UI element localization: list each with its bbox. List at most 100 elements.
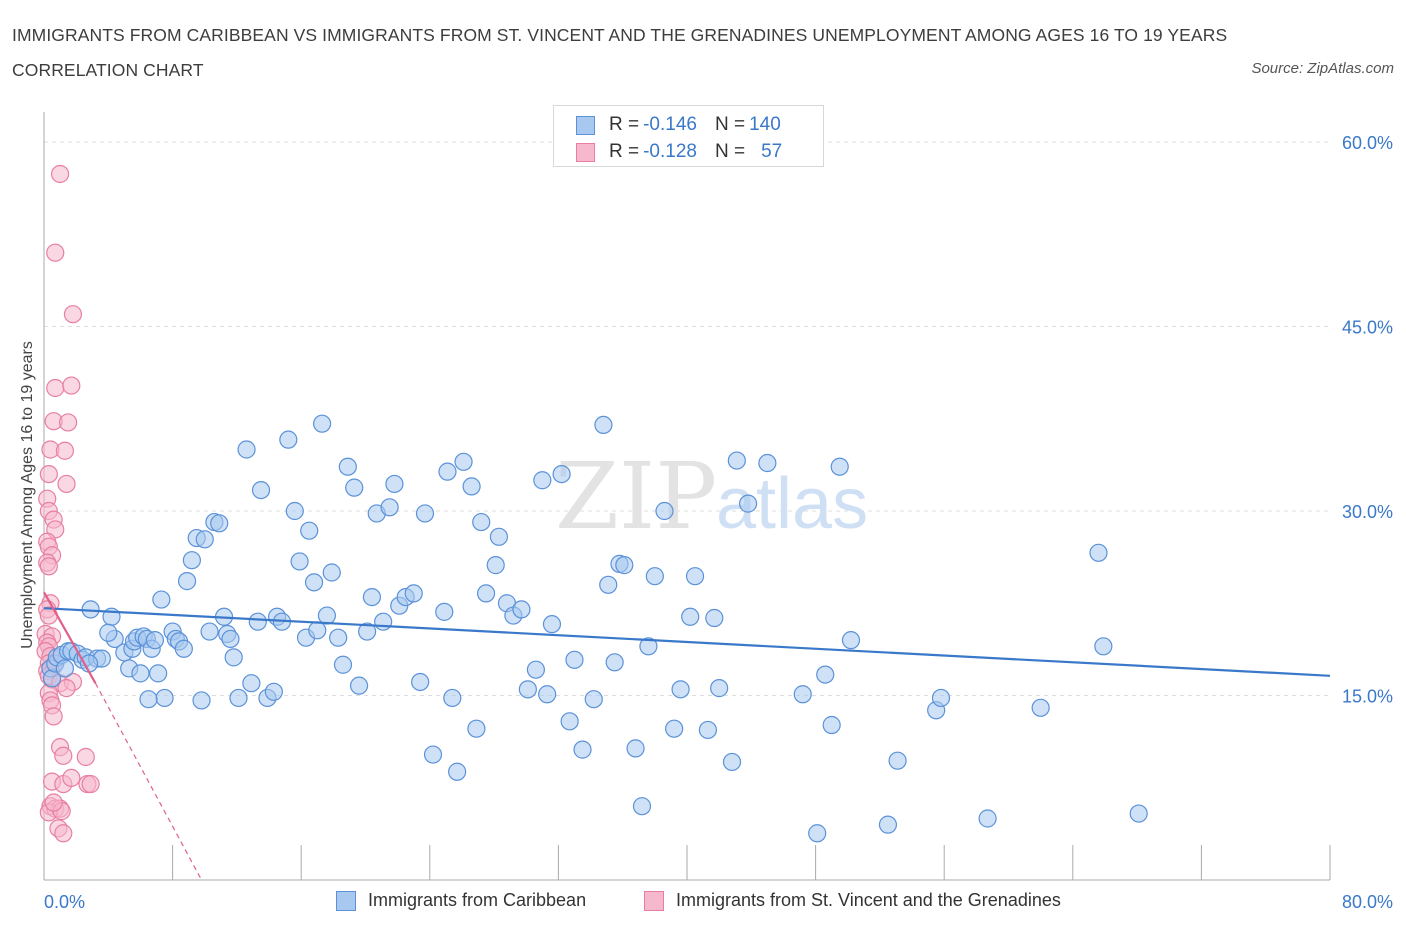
data-point-caribbean: [565, 650, 584, 669]
data-point-st-vincent: [62, 768, 81, 788]
data-point-st-vincent: [63, 305, 83, 324]
data-point-caribbean: [145, 631, 165, 650]
legend-r-label: R =: [609, 141, 640, 162]
data-point-caribbean: [978, 809, 997, 828]
legend-swatch-blue: [576, 115, 595, 135]
legend-item-label: Immigrants from St. Vincent and the Gren…: [676, 890, 1061, 910]
data-point-caribbean: [560, 712, 579, 731]
legend-n-value: 140: [749, 114, 781, 135]
data-point-caribbean: [152, 590, 171, 609]
data-point-caribbean: [300, 521, 319, 540]
data-point-caribbean: [285, 501, 304, 521]
y-tick-label: 60.0%: [1342, 133, 1393, 153]
data-point-caribbean: [264, 682, 283, 701]
data-point-caribbean: [681, 607, 700, 626]
data-point-caribbean: [1089, 543, 1108, 562]
data-point-caribbean: [149, 664, 168, 683]
data-point-caribbean: [878, 815, 898, 834]
data-point-caribbean: [210, 514, 229, 533]
data-point-caribbean: [639, 637, 658, 656]
data-point-caribbean: [174, 639, 193, 658]
data-point-caribbean: [542, 615, 562, 634]
data-point-caribbean: [435, 602, 454, 621]
data-point-caribbean: [705, 608, 724, 628]
data-point-caribbean: [632, 797, 652, 816]
data-point-st-vincent: [39, 557, 58, 576]
trend-line-st-vincent-extension: [94, 682, 203, 881]
y-tick-label: 45.0%: [1342, 318, 1393, 338]
data-point-caribbean: [512, 600, 531, 619]
data-point-caribbean: [362, 587, 382, 607]
data-point-caribbean: [242, 674, 261, 693]
data-point-caribbean: [685, 567, 705, 586]
data-point-caribbean: [462, 477, 481, 496]
legend-row-caribbean: R = -0.146 N = 140: [576, 113, 781, 137]
data-point-caribbean: [177, 572, 197, 591]
data-point-caribbean: [476, 584, 496, 603]
data-point-caribbean: [1094, 637, 1113, 656]
data-point-caribbean: [438, 462, 457, 481]
data-point-caribbean: [312, 414, 332, 433]
legend-swatch-pink: [576, 142, 595, 162]
data-point-caribbean: [645, 567, 664, 586]
data-point-caribbean: [727, 451, 746, 470]
data-point-caribbean: [822, 715, 841, 735]
legend-r-value: -0.128: [643, 141, 697, 162]
y-tick-label: 15.0%: [1342, 687, 1393, 707]
legend-swatch-blue: [336, 890, 356, 911]
data-point-caribbean: [99, 623, 118, 642]
data-point-caribbean: [385, 474, 404, 494]
data-point-caribbean: [248, 612, 267, 631]
data-point-st-vincent: [44, 793, 63, 812]
data-point-st-vincent: [57, 679, 76, 698]
data-point-caribbean: [454, 452, 473, 471]
data-point-caribbean: [380, 498, 399, 517]
data-point-caribbean: [626, 739, 645, 758]
data-point-caribbean: [584, 690, 603, 709]
data-point-caribbean: [224, 648, 243, 667]
data-point-caribbean: [615, 556, 634, 575]
data-point-caribbean: [317, 606, 337, 625]
data-point-caribbean: [443, 688, 462, 708]
data-point-caribbean: [155, 688, 174, 708]
data-point-caribbean: [594, 415, 613, 434]
data-point-st-vincent: [50, 164, 70, 184]
data-point-caribbean: [251, 480, 271, 500]
data-point-caribbean: [710, 679, 729, 698]
data-point-caribbean: [192, 691, 211, 710]
data-point-caribbean: [552, 465, 571, 484]
data-point-caribbean: [448, 762, 467, 781]
data-point-caribbean: [526, 660, 545, 679]
data-point-caribbean: [333, 655, 353, 674]
chart-title: IMMIGRANTS FROM CARIBBEAN VS IMMIGRANTS …: [12, 25, 1228, 80]
series-legend: Immigrants from Caribbean Immigrants fro…: [0, 890, 1406, 916]
data-point-caribbean: [55, 659, 74, 678]
data-point-caribbean: [671, 680, 690, 699]
data-point-caribbean: [816, 665, 835, 684]
data-point-caribbean: [345, 478, 364, 497]
data-point-caribbean: [472, 512, 491, 532]
data-point-caribbean: [489, 527, 509, 546]
correlation-legend: R = -0.146 N = 140 R = -0.128 N = 57: [553, 105, 824, 167]
data-point-st-vincent: [62, 376, 81, 395]
data-point-caribbean: [830, 457, 849, 476]
watermark-zip: ZIP: [555, 443, 717, 550]
data-point-st-vincent: [46, 378, 65, 398]
data-point-caribbean: [131, 664, 150, 683]
legend-r-label: R =: [609, 114, 640, 135]
data-point-caribbean: [738, 494, 758, 513]
data-point-st-vincent: [57, 474, 76, 494]
data-point-st-vincent: [55, 441, 74, 460]
legend-r-value: -0.146: [643, 114, 697, 135]
legend-item-st-vincent[interactable]: Immigrants from St. Vincent and the Gren…: [644, 890, 1061, 911]
data-point-caribbean: [793, 685, 812, 704]
data-point-caribbean: [841, 631, 861, 650]
x-tick-label: 80.0%: [1342, 892, 1393, 912]
data-point-caribbean: [374, 612, 393, 631]
watermark: ZIP atlas: [555, 443, 868, 550]
legend-item-caribbean[interactable]: Immigrants from Caribbean: [336, 890, 586, 911]
data-point-caribbean: [415, 504, 435, 523]
data-point-caribbean: [888, 751, 907, 770]
data-point-caribbean: [404, 584, 423, 603]
legend-n-value: 57: [761, 141, 783, 162]
